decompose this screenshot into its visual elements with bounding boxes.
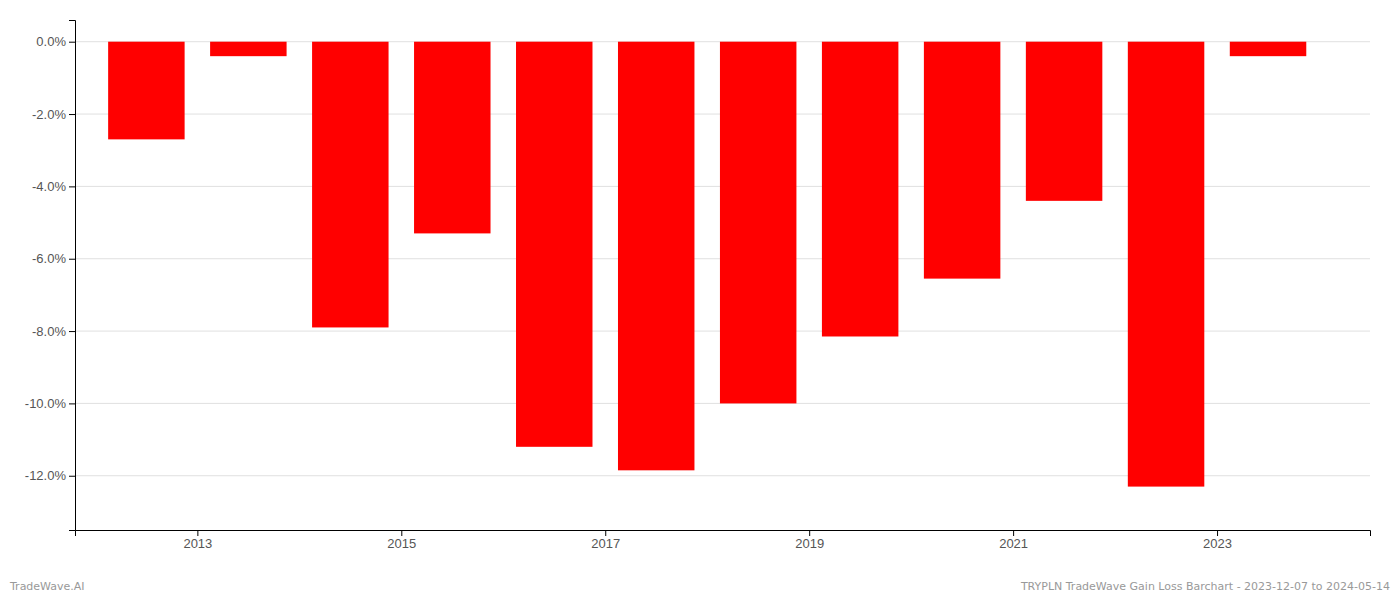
bar	[516, 42, 592, 447]
y-tick-label: -6.0%	[32, 251, 66, 266]
x-tick-label: 2023	[1203, 536, 1232, 551]
bar	[1128, 42, 1204, 487]
x-tick: 2023	[1203, 530, 1232, 551]
y-tick-mark	[69, 403, 75, 404]
bar	[720, 42, 796, 404]
y-tick-mark	[69, 186, 75, 187]
x-tick-label: 2021	[999, 536, 1028, 551]
x-axis: 2013 2015 2017 2019 2021 2023	[76, 530, 1371, 551]
bar	[210, 42, 286, 56]
y-tick-mark	[69, 42, 75, 43]
y-tick-label: -10.0%	[25, 396, 67, 411]
x-tick: 2021	[999, 530, 1028, 551]
y-tick: 0.0%	[36, 34, 75, 49]
x-tick-mark	[1013, 530, 1014, 536]
x-axis-line	[76, 531, 1371, 537]
x-tick-mark	[605, 530, 606, 536]
bar	[618, 42, 694, 471]
y-tick-label: -4.0%	[32, 179, 66, 194]
y-tick: -6.0%	[32, 251, 75, 266]
bar	[822, 42, 898, 337]
x-tick: 2017	[591, 530, 620, 551]
y-tick-mark	[69, 259, 75, 260]
y-tick: -10.0%	[25, 396, 75, 411]
bar	[108, 42, 184, 140]
bars	[108, 42, 1306, 487]
x-tick-label: 2017	[591, 536, 620, 551]
x-tick-label: 2013	[183, 536, 212, 551]
y-tick-label: -8.0%	[32, 324, 66, 339]
y-tick-mark	[69, 476, 75, 477]
y-tick: -4.0%	[32, 179, 75, 194]
x-tick-mark	[401, 530, 402, 536]
bar	[924, 42, 1000, 279]
x-tick-mark	[1217, 530, 1218, 536]
x-tick: 2015	[387, 530, 416, 551]
plot-area: 0.0% -2.0% -4.0% -6.0% -8.0% -10.0% -12.0% 2013…	[25, 21, 1371, 552]
y-axis-line	[69, 21, 76, 531]
y-tick: -2.0%	[32, 107, 75, 122]
chart: 0.0% -2.0% -4.0% -6.0% -8.0% -10.0% -12.0% 2013…	[0, 0, 1400, 600]
bar	[1230, 42, 1306, 56]
y-tick-label: -2.0%	[32, 107, 66, 122]
bar	[1026, 42, 1102, 201]
x-tick-label: 2019	[795, 536, 824, 551]
y-tick-label: -12.0%	[25, 468, 67, 483]
x-tick: 2013	[183, 530, 212, 551]
x-tick: 2019	[795, 530, 824, 551]
watermark: TradeWave.AI	[9, 580, 85, 593]
y-tick-mark	[69, 114, 75, 115]
bar	[414, 42, 490, 234]
y-tick-mark	[69, 331, 75, 332]
watermark: TRYPLN TradeWave Gain Loss Barchart - 20…	[1020, 580, 1390, 593]
x-tick-mark	[197, 530, 198, 536]
bar	[312, 42, 388, 328]
y-axis: 0.0% -2.0% -4.0% -6.0% -8.0% -10.0% -12.0%	[25, 21, 76, 531]
x-tick-mark	[809, 530, 810, 536]
y-tick: -12.0%	[25, 468, 75, 483]
x-tick-label: 2015	[387, 536, 416, 551]
y-tick-label: 0.0%	[36, 34, 66, 49]
y-tick: -8.0%	[32, 324, 75, 339]
